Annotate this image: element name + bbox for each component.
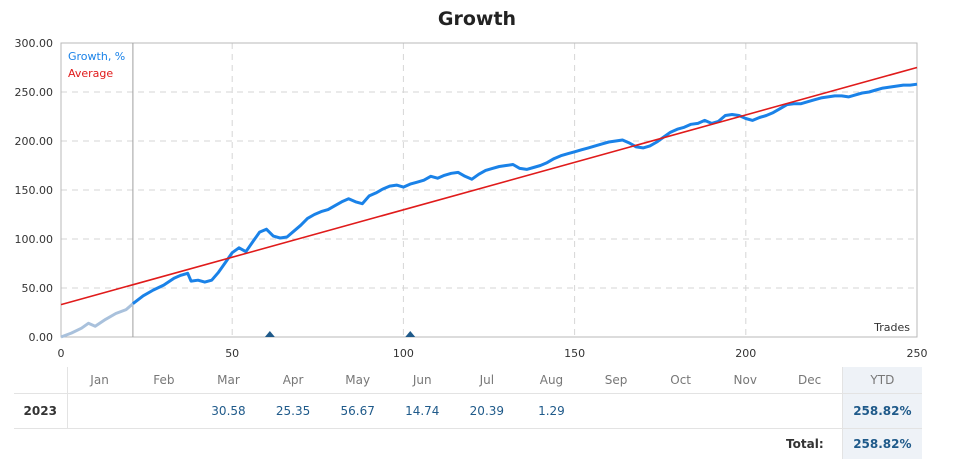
month-value: 1.29 [519, 393, 584, 429]
month-value: 56.67 [325, 393, 390, 429]
plot-frame [60, 42, 918, 338]
table-header-row: Jan Feb Mar Apr May Jun Jul Aug Sep Oct Nov Dec YTD [14, 367, 923, 394]
month-header: Nov [712, 367, 778, 394]
month-header: Mar [196, 367, 261, 394]
ytd-value: 258.82% [841, 393, 923, 429]
y-tick-label: 250.00 [15, 86, 54, 99]
month-value [583, 393, 649, 429]
month-value: 20.39 [454, 393, 520, 429]
trade-marker [405, 331, 416, 337]
header-year-cell [14, 367, 68, 394]
trade-marker [264, 331, 275, 337]
month-header: Jul [454, 367, 520, 394]
y-tick-label: 150.00 [15, 184, 54, 197]
series-growth-line [131, 82, 918, 305]
month-value: 30.58 [196, 393, 261, 429]
y-tick-label: 0.00 [29, 331, 54, 344]
x-tick-label: 250 [907, 347, 928, 360]
growth-chart: 0.00 50.00 100.00 150.00 200.00 250.00 300.00 0… [15, 37, 928, 360]
x-tick-label: 0 [58, 347, 65, 360]
year-label: 2023 [14, 393, 68, 429]
month-header: Jan [67, 367, 132, 394]
x-tick-label: 150 [564, 347, 585, 360]
month-value [777, 393, 843, 429]
trade-markers [264, 331, 416, 337]
month-header: May [325, 367, 390, 394]
total-value: 258.82% [841, 428, 923, 459]
series-average-line [60, 66, 918, 306]
series-layer [60, 66, 918, 339]
x-tick-label: 100 [393, 347, 414, 360]
month-value [67, 393, 132, 429]
month-header: Sep [583, 367, 649, 394]
total-label: Total: [786, 437, 824, 451]
month-value [712, 393, 778, 429]
month-header: Aug [519, 367, 584, 394]
month-header: Dec [777, 367, 843, 394]
y-tick-label: 100.00 [15, 233, 54, 246]
table-row: 2023 30.58 25.35 56.67 14.74 20.39 1.29 258.82… [14, 393, 923, 429]
chart-title: Growth [437, 8, 517, 30]
legend-entry-growth: Growth, % [68, 50, 125, 63]
monthly-returns-table: Jan Feb Mar Apr May Jun Jul Aug Sep Oct Nov Dec YTD … [14, 367, 923, 459]
month-header: Feb [131, 367, 197, 394]
x-tick-label: 50 [225, 347, 239, 360]
y-tick-label: 200.00 [15, 135, 54, 148]
legend-entry-average: Average [68, 67, 113, 80]
month-header: Jun [389, 367, 455, 394]
x-tick-label: 200 [735, 347, 756, 360]
ytd-header: YTD [841, 367, 923, 394]
month-header: Apr [260, 367, 326, 394]
y-tick-label: 300.00 [15, 37, 54, 50]
axis-ticks: 0.00 50.00 100.00 150.00 200.00 250.00 300.00 0… [15, 37, 928, 360]
x-axis-label: Trades [873, 321, 910, 334]
y-tick-label: 50.00 [22, 282, 54, 295]
month-value: 14.74 [389, 393, 455, 429]
total-row: Total: 258.82% [14, 428, 923, 459]
month-value [131, 393, 197, 429]
month-value [648, 393, 713, 429]
grid-lines [61, 43, 917, 337]
month-value: 25.35 [260, 393, 326, 429]
month-header: Oct [648, 367, 713, 394]
series-growth-history-line [60, 302, 134, 339]
